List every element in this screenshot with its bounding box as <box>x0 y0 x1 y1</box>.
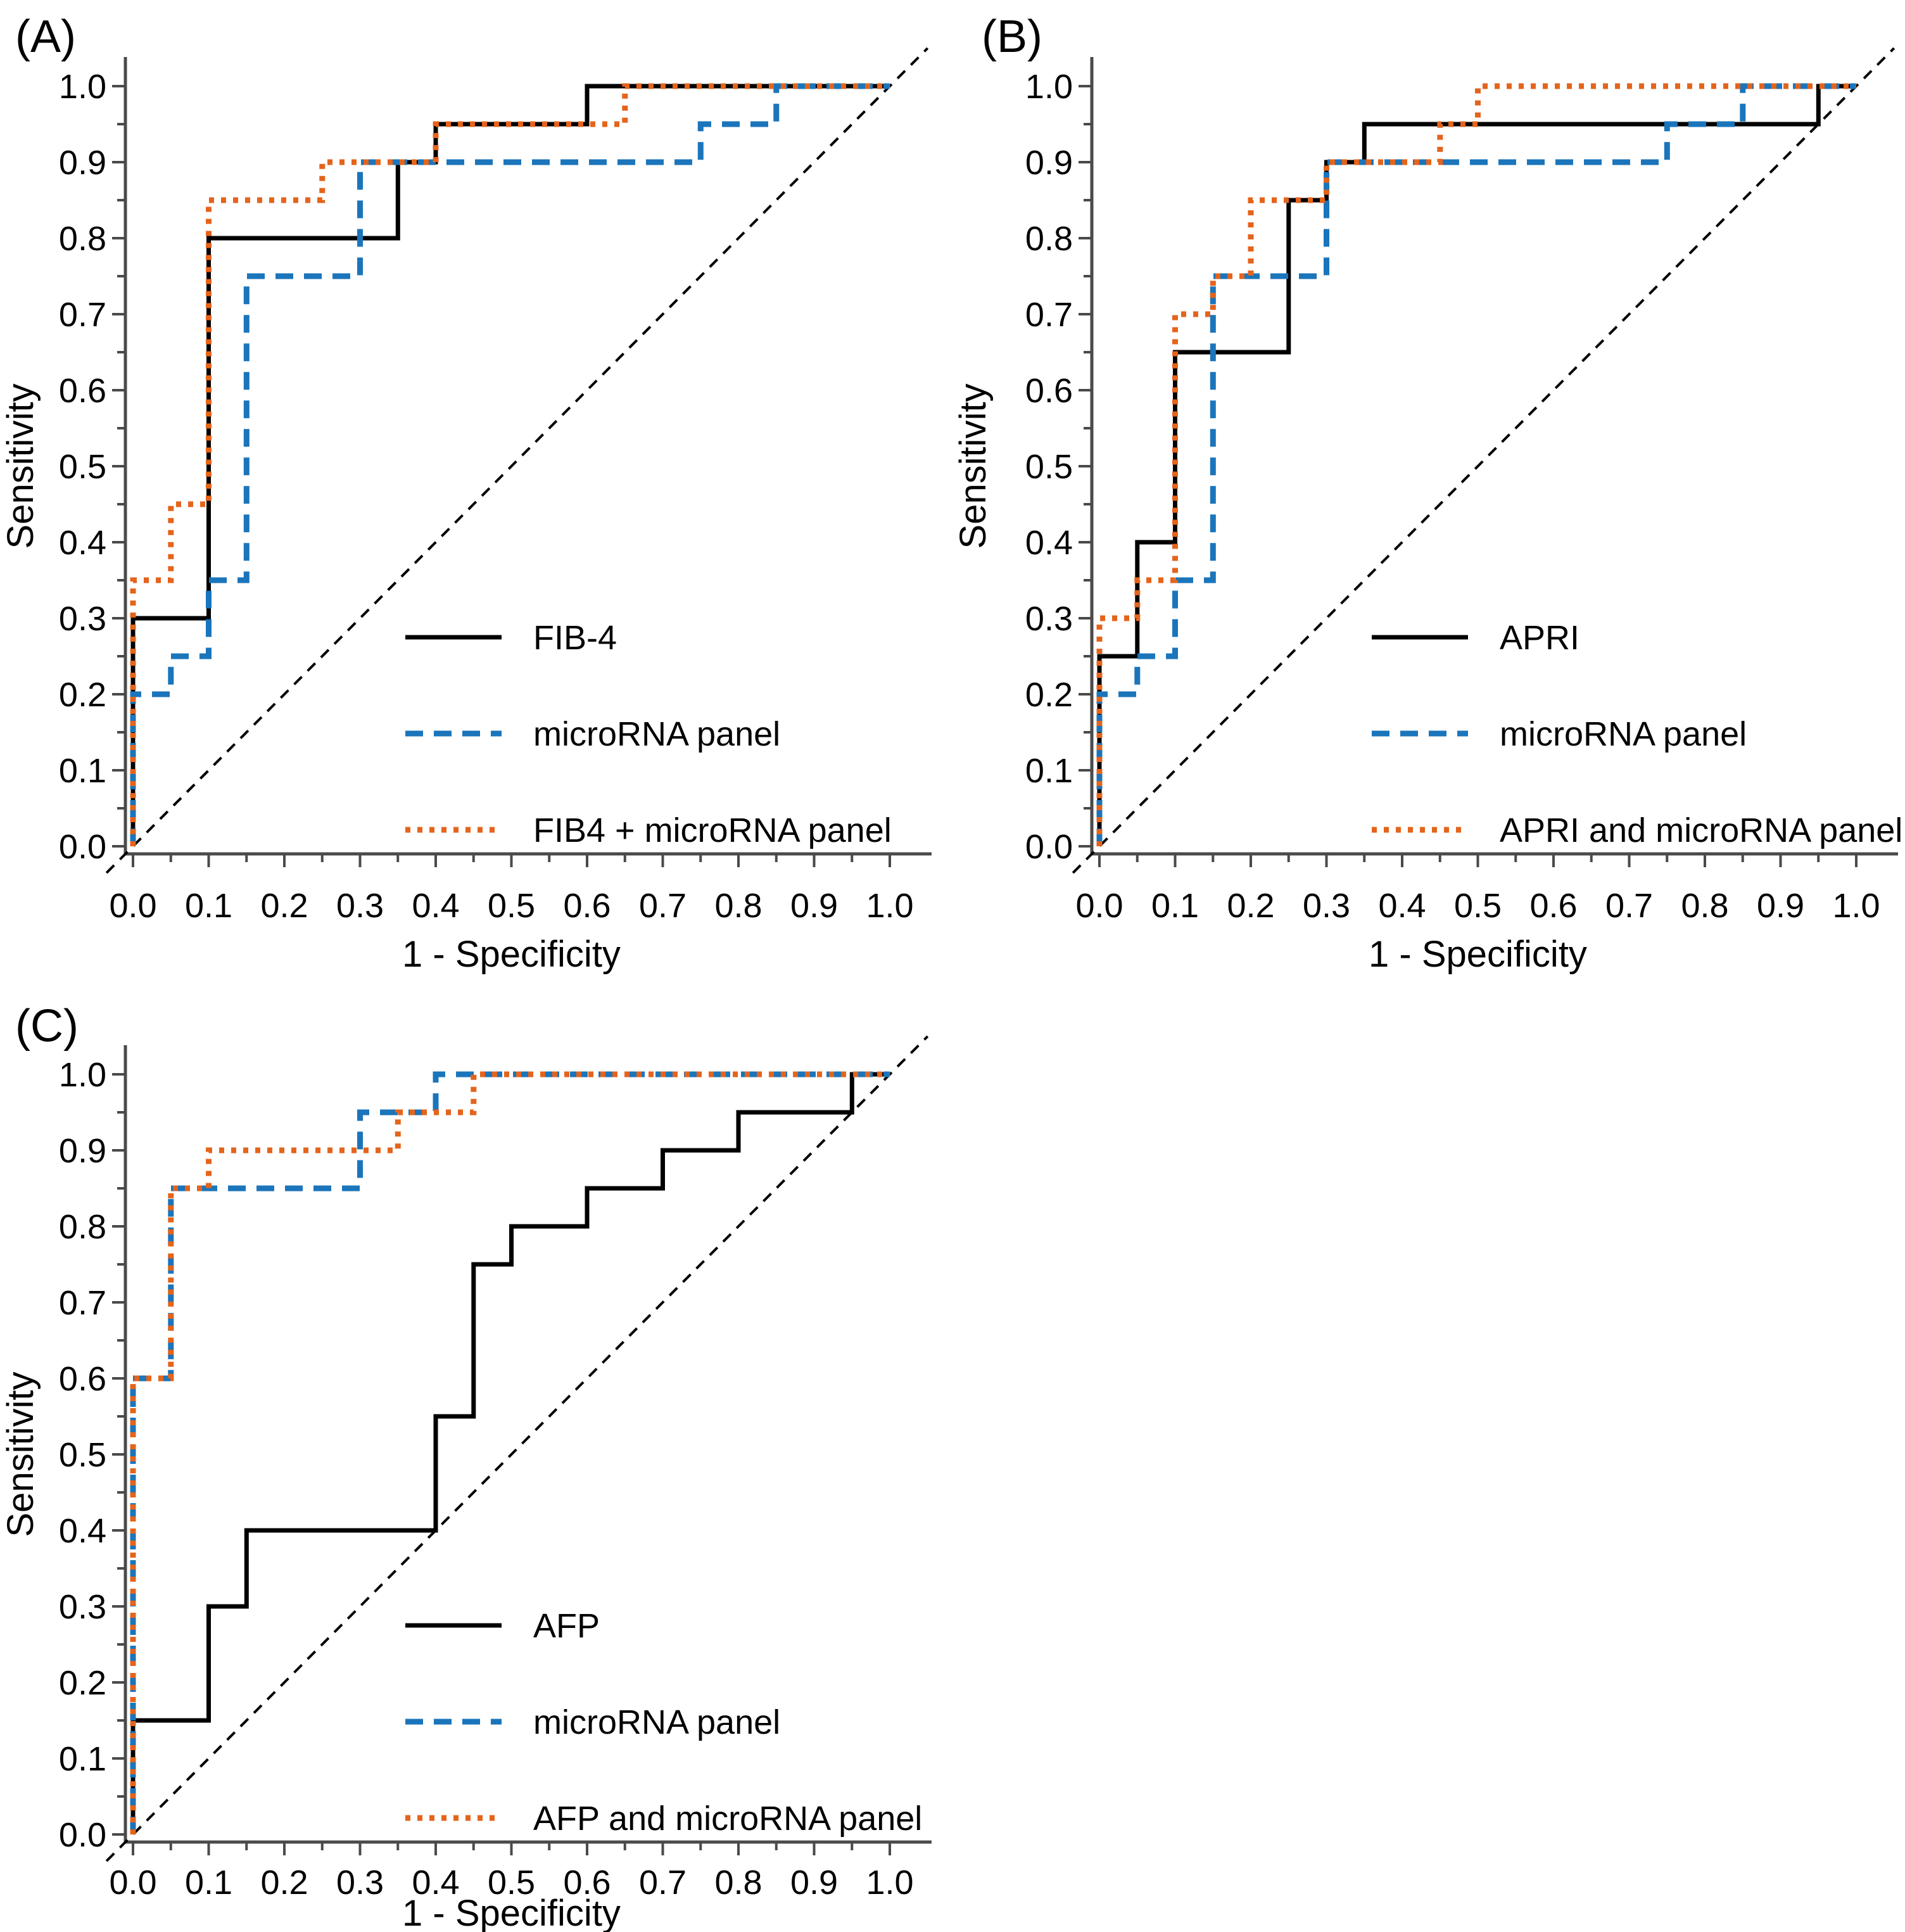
y-tick-label: 0.0 <box>59 1816 106 1854</box>
legend-label: APRI and microRNA panel <box>1500 811 1902 849</box>
x-tick-label: 0.5 <box>488 887 535 925</box>
legend-label: microRNA panel <box>533 715 780 753</box>
y-axis-title: Sensitivity <box>0 383 41 549</box>
x-tick-label: 0.8 <box>714 887 762 925</box>
x-tick-label: 0.9 <box>790 887 838 925</box>
y-tick-label: 1.0 <box>1025 68 1073 106</box>
x-tick-label: 0.4 <box>1378 887 1426 925</box>
x-tick-label: 0.3 <box>336 1864 384 1902</box>
panel-label: (C) <box>15 1001 79 1052</box>
x-tick-label: 0.6 <box>563 1864 611 1902</box>
x-tick-label: 0.6 <box>1529 887 1577 925</box>
y-tick-label: 0.7 <box>59 1284 106 1322</box>
y-tick-label: 0.3 <box>59 1588 106 1626</box>
x-tick-label: 0.1 <box>185 1864 232 1902</box>
roc-curve-dotted <box>130 83 890 846</box>
y-tick-label: 0.1 <box>59 752 106 790</box>
x-axis-title: 1 - Specificity <box>402 1893 621 1932</box>
y-tick-label: 0.1 <box>59 1740 106 1778</box>
y-tick-label: 0.4 <box>1025 524 1073 562</box>
x-tick-label: 0.2 <box>1227 887 1274 925</box>
roc-panel-a-chart: (A) 0.00.0 0.1 0.1 0.2 0.2 0.3 0.3 0.4 0.4 0.5 0.5 0… <box>0 11 932 975</box>
legend-label: microRNA panel <box>533 1703 780 1741</box>
y-tick-label: 0.7 <box>1025 296 1073 334</box>
y-tick-label: 0.2 <box>59 1664 106 1702</box>
y-tick-label: 0.9 <box>1025 144 1073 182</box>
y-tick-label: 0.5 <box>1025 448 1073 486</box>
x-tick-label: 0.0 <box>1075 887 1123 925</box>
legend-label: FIB4 + microRNA panel <box>533 811 892 849</box>
roc-panel-c-chart: (C) 0.00.0 0.1 0.1 0.2 0.2 0.3 0.3 0.4 0.4 0.5 0.5 0… <box>0 1001 932 1932</box>
y-tick-label: 0.0 <box>59 828 106 866</box>
roc-curve-dotted <box>1096 83 1856 846</box>
panel-label: (B) <box>982 11 1042 62</box>
x-tick-label: 0.9 <box>790 1864 838 1902</box>
x-tick-label: 0.3 <box>336 887 384 925</box>
y-tick-label: 0.2 <box>59 676 106 714</box>
y-tick-label: 0.3 <box>1025 600 1073 638</box>
x-tick-label: 0.4 <box>412 1864 459 1902</box>
y-tick-label: 0.5 <box>59 1436 106 1474</box>
x-tick-label: 1.0 <box>1832 887 1880 925</box>
x-tick-label: 0.2 <box>260 887 308 925</box>
x-tick-label: 0.7 <box>639 887 687 925</box>
legend-label: FIB-4 <box>533 619 617 657</box>
roc-curve-solid <box>130 1072 890 1834</box>
y-tick-label: 0.9 <box>59 1132 106 1170</box>
y-tick-label: 0.8 <box>1025 220 1073 258</box>
diagonal-reference-line <box>1072 47 1896 874</box>
x-tick-label: 0.0 <box>109 1864 156 1902</box>
y-tick-label: 0.6 <box>59 372 106 410</box>
y-tick-label: 1.0 <box>59 1056 106 1094</box>
roc-curve-dashed <box>1096 83 1856 846</box>
legend-label: APRI <box>1500 619 1579 657</box>
y-tick-label: 0.6 <box>59 1360 106 1398</box>
roc-curve-dotted <box>130 1071 890 1834</box>
x-tick-label: 0.1 <box>1151 887 1199 925</box>
x-tick-label: 1.0 <box>866 887 913 925</box>
x-tick-label: 0.5 <box>488 1864 535 1902</box>
x-tick-label: 0.8 <box>714 1864 762 1902</box>
y-tick-label: 0.8 <box>59 220 106 258</box>
y-axis-title: Sensitivity <box>952 383 994 549</box>
legend-label: microRNA panel <box>1500 715 1747 753</box>
x-tick-label: 0.7 <box>639 1864 687 1902</box>
legend-label: AFP <box>533 1607 600 1645</box>
x-tick-label: 0.1 <box>185 887 232 925</box>
y-tick-label: 0.9 <box>59 144 106 182</box>
y-tick-label: 0.2 <box>1025 676 1073 714</box>
x-tick-label: 0.7 <box>1605 887 1653 925</box>
y-tick-label: 0.4 <box>59 1512 106 1550</box>
x-tick-label: 0.2 <box>260 1864 308 1902</box>
roc-curve-dashed <box>130 1071 890 1834</box>
y-tick-label: 0.7 <box>59 296 106 334</box>
diagonal-reference-line <box>105 1035 929 1862</box>
y-tick-label: 0.0 <box>1025 828 1073 866</box>
y-tick-label: 0.3 <box>59 600 106 638</box>
diagonal-reference-line <box>105 47 929 874</box>
x-axis-title: 1 - Specificity <box>1369 934 1587 975</box>
legend-label: AFP and microRNA panel <box>533 1800 922 1838</box>
y-tick-label: 0.5 <box>59 448 106 486</box>
panel-label: (A) <box>15 11 76 62</box>
x-axis-title: 1 - Specificity <box>402 934 621 975</box>
x-tick-label: 0.3 <box>1303 887 1350 925</box>
x-tick-label: 0.6 <box>563 887 611 925</box>
y-axis-title: Sensitivity <box>0 1371 41 1537</box>
roc-panel-b-chart: (B) 0.00.0 0.1 0.1 0.2 0.2 0.3 0.3 0.4 0.4 0.5 0.5 0… <box>952 11 1902 975</box>
x-tick-label: 0.8 <box>1681 887 1728 925</box>
y-tick-label: 0.8 <box>59 1208 106 1246</box>
y-tick-label: 0.4 <box>59 524 106 562</box>
x-tick-label: 0.0 <box>109 887 156 925</box>
y-tick-label: 1.0 <box>59 68 106 106</box>
x-tick-label: 0.4 <box>412 887 459 925</box>
y-tick-label: 0.1 <box>1025 752 1073 790</box>
x-tick-label: 1.0 <box>866 1864 913 1902</box>
roc-curve-dashed <box>130 83 890 846</box>
x-tick-label: 0.5 <box>1454 887 1502 925</box>
y-tick-label: 0.6 <box>1025 372 1073 410</box>
x-tick-label: 0.9 <box>1757 887 1804 925</box>
